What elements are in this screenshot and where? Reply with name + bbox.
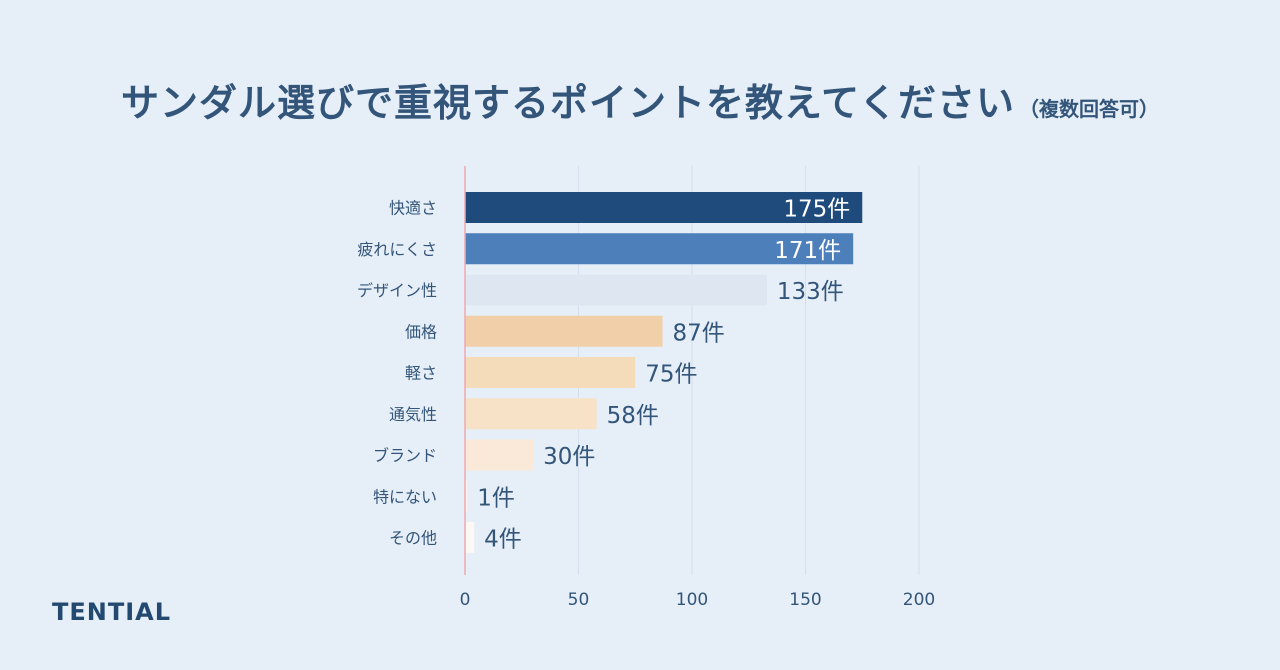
category-label: 疲れにくさ	[357, 240, 437, 259]
bar	[465, 439, 534, 471]
category-label: デザイン性	[357, 281, 437, 300]
bar	[465, 522, 475, 553]
bar	[465, 315, 663, 347]
value-label: 87件	[672, 320, 724, 346]
category-label: 通気性	[389, 405, 437, 424]
category-label: 価格	[405, 322, 437, 341]
bar	[465, 192, 863, 223]
brand-logo: TENTIAL	[52, 598, 172, 626]
bar	[465, 357, 636, 388]
category-label: 軽さ	[405, 364, 437, 383]
category-label: 特にない	[373, 487, 437, 506]
value-label: 4件	[484, 527, 522, 553]
tick-label: 0	[460, 590, 471, 610]
tick-label: 100	[676, 590, 708, 610]
value-label: 171件	[774, 238, 841, 264]
tick-label: 200	[903, 590, 935, 610]
category-label: 快適さ	[389, 199, 437, 218]
value-label: 175件	[783, 197, 850, 223]
chart-title-sub: （複数回答可）	[1018, 97, 1159, 121]
category-label: その他	[389, 529, 437, 548]
bar	[465, 233, 854, 265]
value-label: 30件	[543, 444, 595, 470]
category-label: ブランド	[373, 446, 437, 465]
bar	[465, 480, 468, 512]
chart-title-main: サンダル選びで重視するポイントを教えてください	[121, 81, 1015, 125]
chart-title: サンダル選びで重視するポイントを教えてください （複数回答可）	[0, 72, 1280, 127]
tick-label: 150	[789, 590, 821, 610]
bar	[465, 274, 767, 306]
value-label: 58件	[607, 403, 659, 429]
value-label: 1件	[477, 485, 515, 511]
value-label: 75件	[645, 362, 697, 388]
value-label: 133件	[777, 279, 844, 305]
tick-label: 50	[568, 590, 590, 610]
bar	[465, 398, 597, 430]
